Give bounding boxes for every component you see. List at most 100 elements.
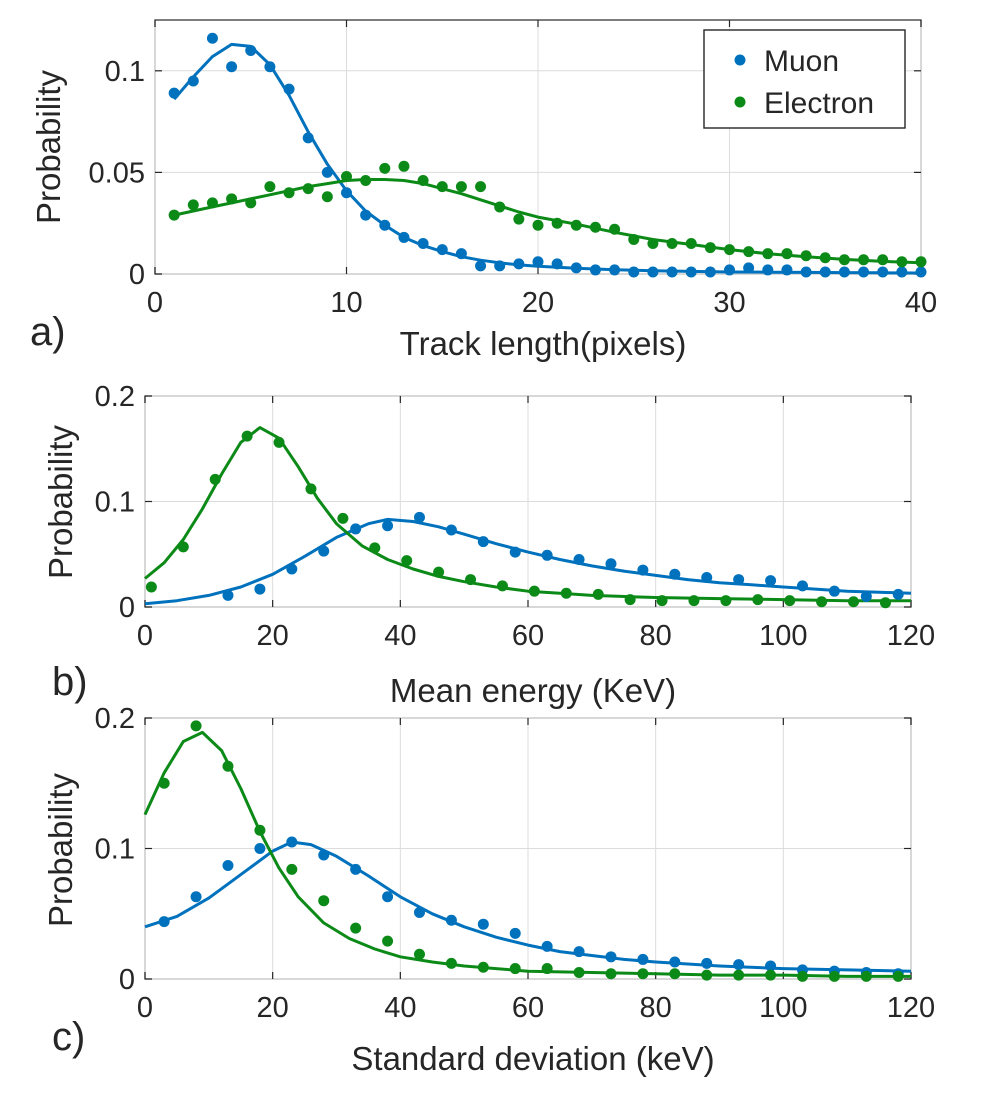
data-point-electron <box>382 935 394 947</box>
data-point-electron <box>573 966 585 978</box>
data-point-electron <box>302 183 314 195</box>
data-point-muon <box>605 558 617 570</box>
data-point-electron <box>685 238 697 250</box>
data-point-muon <box>637 564 649 576</box>
x-tick-label: 30 <box>713 287 745 319</box>
x-tick-label: 40 <box>384 992 416 1024</box>
data-point-electron <box>666 238 678 250</box>
panel-label: b) <box>52 660 88 704</box>
x-tick-label: 0 <box>137 992 153 1024</box>
fit-curve-electron <box>173 178 922 265</box>
data-point-muon <box>318 849 330 861</box>
data-point-electron <box>177 541 189 553</box>
legend-marker-electron <box>734 96 746 108</box>
data-point-muon <box>551 258 563 270</box>
x-tick-label: 20 <box>522 287 554 319</box>
data-point-muon <box>573 554 585 566</box>
data-point-muon <box>417 238 429 250</box>
x-tick-label: 60 <box>512 992 544 1024</box>
x-tick-label: 40 <box>905 287 937 319</box>
x-tick-label: 100 <box>759 992 807 1024</box>
data-point-electron <box>828 970 840 982</box>
data-point-electron <box>669 968 681 980</box>
panel-3: 0 20 40 60 80 100 120 0 0.1 0.2 Standard deviation… <box>42 703 935 1077</box>
x-tick-label: 100 <box>759 620 807 652</box>
data-point-electron <box>273 436 285 448</box>
x-tick-label: 80 <box>640 992 672 1024</box>
data-point-muon <box>647 266 659 278</box>
x-axis-label: Standard deviation (keV) <box>351 1040 714 1077</box>
data-point-electron <box>570 219 582 231</box>
data-point-muon <box>724 264 735 276</box>
legend-marker-muon <box>734 54 746 66</box>
data-point-muon <box>264 61 276 73</box>
data-point-muon <box>168 87 180 99</box>
x-tick-label: 40 <box>384 620 416 652</box>
data-point-muon <box>669 956 681 968</box>
data-point-muon <box>541 549 553 561</box>
data-point-electron <box>433 566 445 578</box>
data-point-muon <box>350 863 362 875</box>
data-point-electron <box>915 256 927 268</box>
data-point-electron <box>796 970 808 982</box>
data-point-electron <box>465 574 477 586</box>
y-tick-label: 0 <box>119 592 135 624</box>
data-point-electron <box>688 595 700 607</box>
data-point-electron <box>245 197 257 209</box>
data-point-electron <box>656 595 668 607</box>
data-point-muon <box>350 523 362 535</box>
data-point-electron <box>647 238 659 250</box>
data-point-electron <box>477 961 489 973</box>
data-point-muon <box>819 266 831 278</box>
data-point-muon <box>245 44 257 56</box>
data-point-electron <box>589 221 601 233</box>
legend-label-muon: Muon <box>764 45 839 78</box>
data-point-electron <box>560 587 572 599</box>
data-point-muon <box>382 520 394 532</box>
data-point-muon <box>762 264 774 276</box>
data-point-muon <box>321 166 333 178</box>
data-point-muon <box>733 574 745 586</box>
data-point-electron <box>609 223 621 235</box>
data-point-muon <box>765 575 777 587</box>
data-point-muon <box>187 75 199 87</box>
data-point-electron <box>158 777 170 789</box>
data-point-electron <box>781 248 793 260</box>
data-point-electron <box>896 256 908 268</box>
data-point-muon <box>360 209 372 221</box>
data-point-electron <box>168 209 180 221</box>
data-point-electron <box>254 824 266 836</box>
data-point-electron <box>350 922 362 934</box>
data-point-electron <box>401 555 413 567</box>
data-point-electron <box>528 585 540 597</box>
data-point-muon <box>445 524 457 536</box>
data-point-muon <box>254 583 266 595</box>
data-point-electron <box>733 969 745 981</box>
data-point-electron <box>513 213 525 225</box>
legend: Muon Electron <box>703 29 906 129</box>
data-point-muon <box>685 266 697 278</box>
y-tick-label: 0 <box>119 964 135 996</box>
data-point-muon <box>341 187 352 199</box>
data-point-electron <box>496 580 508 592</box>
data-point-muon <box>570 262 582 274</box>
data-point-electron <box>398 160 410 172</box>
data-point-electron <box>305 483 317 495</box>
data-point-electron <box>624 594 636 606</box>
data-point-muon <box>286 563 298 575</box>
data-point-muon <box>436 244 448 256</box>
data-point-electron <box>206 197 218 209</box>
data-point-muon <box>628 266 640 278</box>
data-point-electron <box>720 595 732 607</box>
data-point-electron <box>765 969 777 981</box>
data-point-muon <box>190 891 202 903</box>
data-point-electron <box>592 588 604 600</box>
data-point-electron <box>318 895 330 907</box>
x-tick-label: 120 <box>887 992 935 1024</box>
data-point-electron <box>286 863 298 875</box>
x-axis-label: Track length(pixels) <box>400 325 687 362</box>
data-point-muon <box>254 843 266 854</box>
data-point-muon <box>765 960 777 972</box>
data-point-muon <box>158 916 170 928</box>
data-point-electron <box>241 430 253 442</box>
